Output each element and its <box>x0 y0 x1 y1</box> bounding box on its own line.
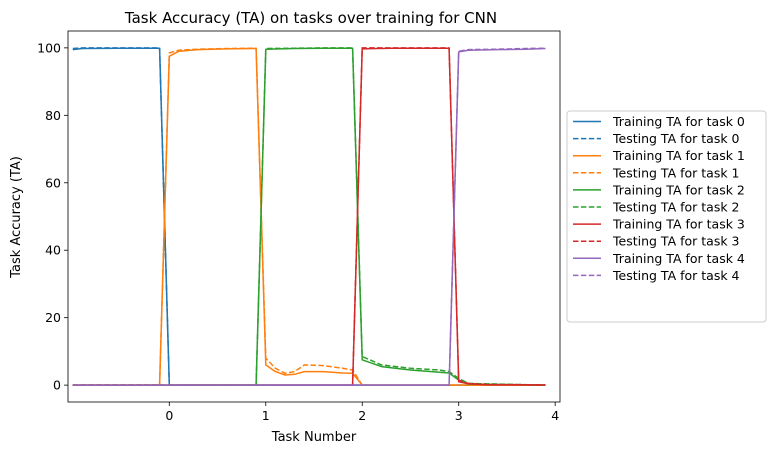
legend-entry: Training TA for task 1 <box>612 148 745 163</box>
legend: Training TA for task 0 Testing TA for tas… <box>566 110 767 323</box>
y-axis-label: Task Accuracy (TA) <box>9 156 24 279</box>
x-tick-label: 0 <box>165 408 173 423</box>
series-line-9 <box>72 47 546 386</box>
legend-entry: Training TA for task 3 <box>612 217 745 232</box>
y-tick-label: 0 <box>53 378 61 393</box>
axes-frame <box>67 30 561 403</box>
legend-entry: Testing TA for task 3 <box>612 234 740 249</box>
y-tick-label: 80 <box>45 108 61 123</box>
chart-title: Task Accuracy (TA) on tasks over trainin… <box>124 9 497 27</box>
plot-area <box>72 47 546 386</box>
legend-entry: Testing TA for task 0 <box>612 131 740 146</box>
x-tick-label: 3 <box>455 408 463 423</box>
series-line-5 <box>72 47 546 386</box>
series-line-2 <box>72 47 546 386</box>
series-line-7 <box>72 47 546 386</box>
y-tick-label: 100 <box>37 40 61 55</box>
series-line-3 <box>72 47 546 386</box>
legend-entry: Testing TA for task 1 <box>612 165 740 180</box>
y-tick-label: 20 <box>45 310 61 325</box>
x-axis-label: Task Number <box>271 430 357 445</box>
legend-entry: Training TA for task 0 <box>612 114 745 129</box>
legend-entry: Testing TA for task 2 <box>612 200 740 215</box>
legend-box <box>566 110 767 323</box>
x-tick-label: 4 <box>551 408 559 423</box>
y-tick-label: 60 <box>45 175 61 190</box>
y-tick-label: 40 <box>45 243 61 258</box>
x-tick-label: 1 <box>262 408 270 423</box>
legend-entry: Testing TA for task 4 <box>612 268 740 283</box>
legend-entry: Training TA for task 4 <box>612 251 745 266</box>
legend-entry: Training TA for task 2 <box>612 182 745 197</box>
x-tick-label: 2 <box>358 408 366 423</box>
